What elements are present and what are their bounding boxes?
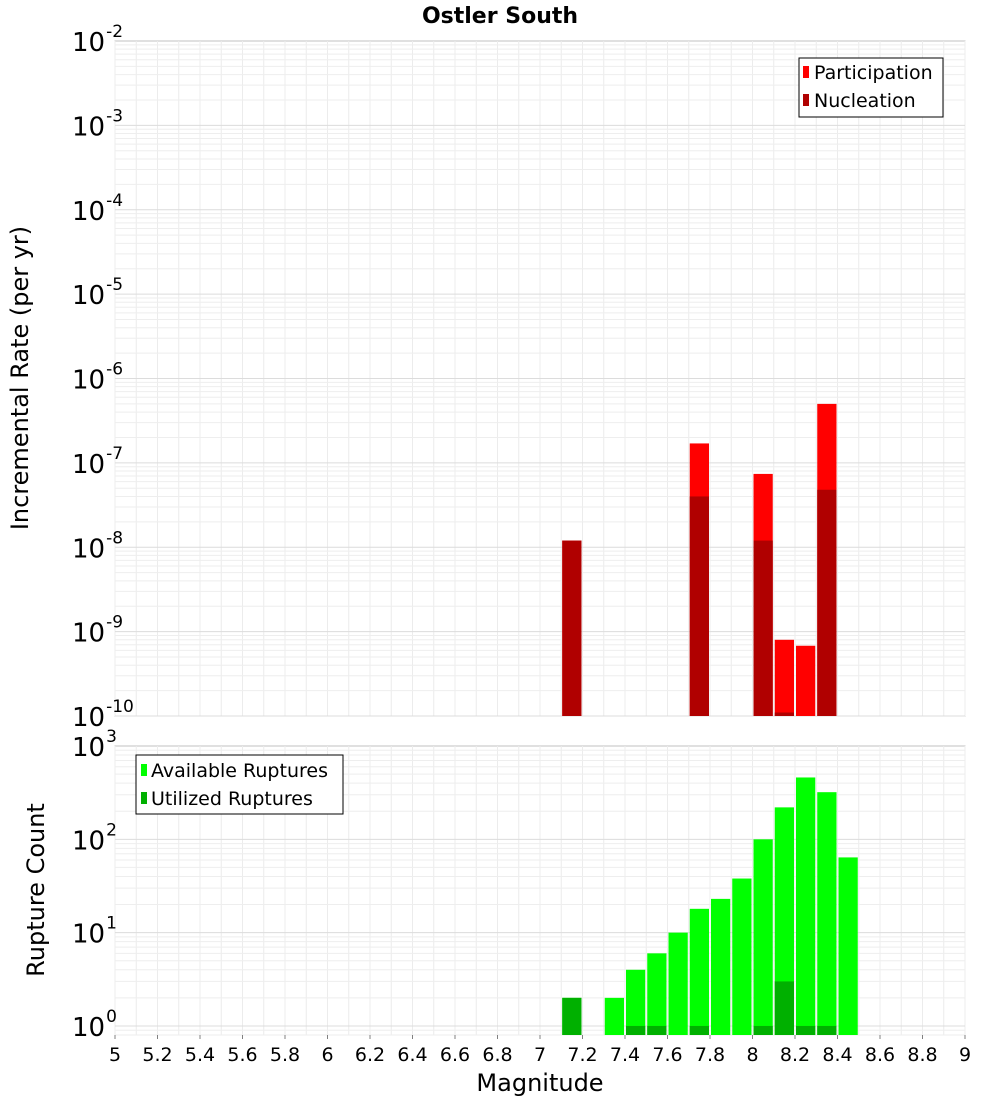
chart-title: Ostler South — [422, 4, 578, 29]
bar-utilized-ruptures — [647, 1025, 667, 1035]
y-tick-label: 103 — [72, 727, 117, 763]
x-tick-label: 7.4 — [610, 1044, 640, 1066]
bar-available-ruptures — [817, 792, 837, 1035]
bar-utilized-ruptures — [817, 1025, 837, 1035]
bar-nucleation — [774, 712, 794, 716]
bar-available-ruptures — [604, 997, 624, 1035]
x-tick-label: 8 — [746, 1044, 758, 1066]
bar-utilized-ruptures — [626, 1025, 646, 1035]
bar-available-ruptures — [668, 932, 688, 1035]
bar-participation — [796, 645, 816, 716]
x-tick-label: 7.6 — [652, 1044, 682, 1066]
top-bars — [562, 403, 837, 716]
top-y-axis-label: Incremental Rate (per yr) — [6, 226, 34, 530]
legend-swatch-utilized — [141, 792, 147, 804]
bar-participation — [774, 639, 794, 716]
bar-utilized-ruptures — [562, 997, 582, 1035]
bar-utilized-ruptures — [774, 981, 794, 1035]
x-tick-label: 6.4 — [397, 1044, 427, 1066]
bar-available-ruptures — [774, 807, 794, 1035]
x-tick-label: 7 — [534, 1044, 546, 1066]
bar-utilized-ruptures — [689, 1025, 709, 1035]
bottom-y-tick-labels: 100 101 102 103 — [72, 727, 117, 1043]
x-tick-label: 5.6 — [227, 1044, 257, 1066]
bar-nucleation — [753, 540, 773, 716]
legend-label-available: Available Ruptures — [151, 760, 328, 782]
x-tick-labels: 5 5.2 5.4 5.6 5.8 6 6.2 6.4 6.6 6.8 7 7.2 7.4 7.6 7.8 8… — [109, 1035, 971, 1066]
bar-available-ruptures — [689, 908, 709, 1035]
y-tick-label: 100 — [72, 1007, 117, 1043]
bar-nucleation — [689, 496, 709, 716]
bar-utilized-ruptures — [753, 1025, 773, 1035]
bar-available-ruptures — [732, 878, 752, 1035]
legend-swatch-participation — [803, 66, 809, 78]
x-tick-label: 5.8 — [270, 1044, 300, 1066]
bar-available-ruptures — [838, 857, 858, 1035]
x-tick-label: 6.8 — [482, 1044, 512, 1066]
y-tick-label: 10-10 — [72, 697, 134, 733]
x-tick-label: 6 — [321, 1044, 333, 1066]
y-tick-label: 102 — [72, 820, 117, 856]
x-tick-label: 8.8 — [907, 1044, 937, 1066]
bar-utilized-ruptures — [796, 1025, 816, 1035]
x-tick-label: 7.2 — [567, 1044, 597, 1066]
bottom-y-axis-label: Rupture Count — [22, 803, 50, 977]
x-tick-label: 8.4 — [822, 1044, 852, 1066]
legend-label-participation: Participation — [814, 62, 933, 84]
bar-available-ruptures — [796, 777, 816, 1035]
x-tick-label: 5.2 — [142, 1044, 172, 1066]
top-legend-box — [798, 57, 944, 118]
legend-label-utilized: Utilized Ruptures — [151, 788, 313, 810]
bar-nucleation — [817, 489, 837, 716]
legend-label-nucleation: Nucleation — [814, 90, 916, 112]
bottom-legend: Available Ruptures Utilized Ruptures — [135, 754, 344, 815]
bar-available-ruptures — [753, 839, 773, 1035]
x-tick-label: 6.2 — [355, 1044, 385, 1066]
x-tick-label: 8.6 — [865, 1044, 895, 1066]
bottom-legend-box — [135, 754, 344, 815]
bar-available-ruptures — [626, 969, 646, 1035]
x-tick-label: 6.6 — [440, 1044, 470, 1066]
legend-swatch-available — [141, 764, 147, 776]
top-grid — [114, 41, 966, 717]
bottom-panel: 100 101 102 103 Rupture Count Available Rup… — [22, 727, 971, 1097]
x-tick-label: 5.4 — [185, 1044, 215, 1066]
legend-swatch-nucleation — [803, 94, 809, 106]
x-tick-label: 9 — [959, 1044, 971, 1066]
bottom-bars — [562, 777, 858, 1035]
x-tick-label: 5 — [109, 1044, 121, 1066]
top-legend: Participation Nucleation — [798, 57, 944, 118]
y-tick-label: 101 — [72, 914, 117, 950]
y-tick-label: 10-8 — [72, 528, 123, 564]
bar-available-ruptures — [711, 898, 731, 1035]
x-tick-label: 8.2 — [780, 1044, 810, 1066]
x-tick-label: 7.8 — [695, 1044, 725, 1066]
bar-available-ruptures — [647, 953, 667, 1035]
x-axis-label: Magnitude — [476, 1069, 603, 1097]
bar-nucleation — [562, 540, 582, 716]
